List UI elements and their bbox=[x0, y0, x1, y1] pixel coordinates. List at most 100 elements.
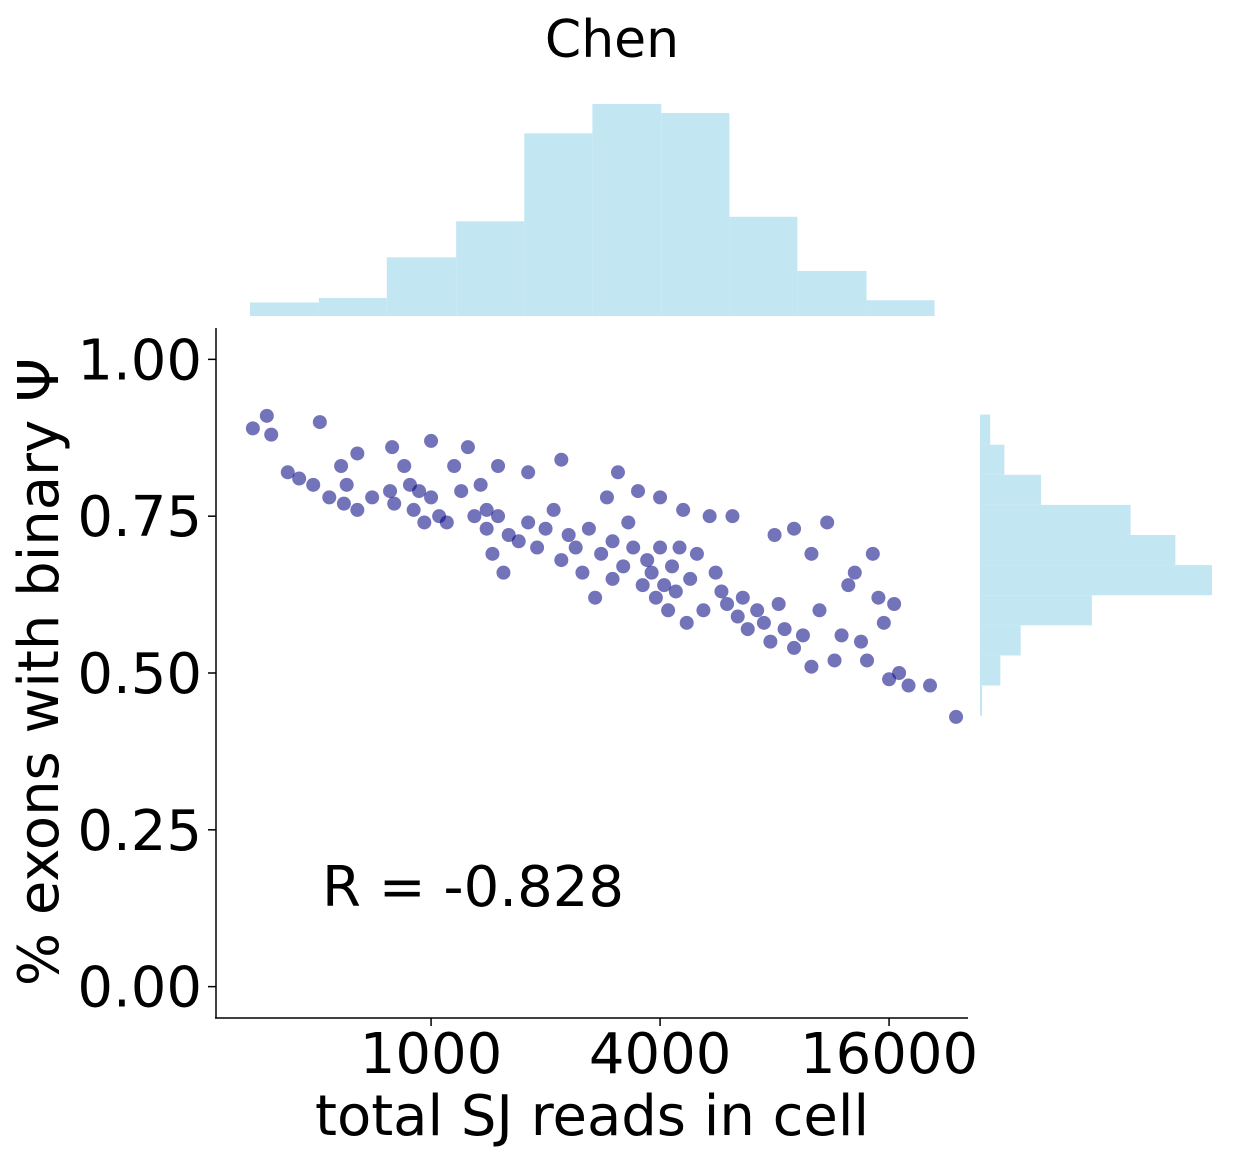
point bbox=[406, 502, 421, 517]
point bbox=[756, 615, 771, 630]
point bbox=[871, 590, 886, 605]
annotation: R = -0.828 bbox=[322, 855, 624, 920]
point bbox=[460, 440, 475, 455]
point bbox=[485, 546, 500, 561]
point bbox=[672, 540, 687, 555]
point bbox=[763, 634, 778, 649]
point bbox=[689, 546, 704, 561]
point bbox=[771, 597, 786, 611]
histogram-bar bbox=[592, 104, 662, 316]
y-tick-label: 0.00 bbox=[77, 956, 202, 1021]
point bbox=[847, 565, 862, 580]
x-tick-label: 1000 bbox=[360, 1022, 503, 1087]
point bbox=[730, 609, 745, 624]
point bbox=[635, 578, 650, 593]
point bbox=[339, 477, 354, 492]
point bbox=[644, 565, 659, 580]
point bbox=[720, 597, 735, 611]
point bbox=[479, 521, 494, 536]
x-axis-label: total SJ reads in cell bbox=[315, 1084, 869, 1149]
point bbox=[804, 659, 819, 674]
point bbox=[306, 477, 321, 492]
point bbox=[334, 459, 349, 473]
point bbox=[653, 540, 668, 555]
point bbox=[439, 515, 454, 530]
point bbox=[834, 628, 849, 643]
histogram-bar bbox=[456, 221, 525, 316]
histogram-bar bbox=[980, 595, 1092, 626]
point bbox=[714, 584, 729, 599]
point bbox=[561, 528, 576, 542]
point bbox=[882, 672, 897, 687]
point bbox=[292, 471, 307, 486]
point bbox=[491, 509, 506, 524]
point bbox=[631, 484, 646, 499]
histogram-bar bbox=[980, 655, 1001, 686]
point bbox=[923, 678, 938, 693]
point bbox=[679, 615, 694, 630]
point bbox=[417, 515, 432, 530]
point bbox=[887, 597, 902, 611]
point bbox=[787, 521, 802, 536]
point bbox=[568, 540, 583, 555]
point bbox=[501, 528, 516, 542]
histogram-bar bbox=[729, 216, 798, 316]
point bbox=[827, 653, 842, 668]
y-tick-label: 1.00 bbox=[77, 328, 202, 393]
point bbox=[621, 515, 636, 530]
point bbox=[387, 496, 402, 511]
point bbox=[322, 490, 337, 505]
point bbox=[777, 622, 792, 637]
point bbox=[605, 534, 620, 549]
point bbox=[708, 565, 723, 580]
point bbox=[491, 459, 506, 473]
histogram-bar bbox=[980, 414, 991, 445]
chart-title: Chen bbox=[545, 10, 679, 70]
histogram-bar bbox=[866, 300, 935, 316]
point bbox=[245, 421, 260, 436]
histogram-bar bbox=[386, 257, 457, 316]
point bbox=[735, 590, 750, 605]
y-tick-label: 0.75 bbox=[77, 485, 202, 550]
point bbox=[657, 578, 672, 593]
point bbox=[546, 502, 561, 517]
point bbox=[259, 408, 274, 423]
point bbox=[841, 578, 856, 593]
point bbox=[365, 490, 380, 505]
point bbox=[554, 553, 569, 568]
point bbox=[616, 559, 631, 574]
histogram-bar bbox=[661, 113, 730, 317]
y-tick-label: 0.25 bbox=[77, 799, 202, 864]
histogram-bar bbox=[980, 444, 1005, 475]
point bbox=[812, 603, 827, 618]
point bbox=[350, 446, 365, 461]
point bbox=[787, 640, 802, 655]
point bbox=[750, 603, 765, 618]
point bbox=[447, 459, 462, 473]
point bbox=[626, 540, 641, 555]
point bbox=[312, 415, 327, 430]
point bbox=[424, 433, 439, 448]
point bbox=[479, 502, 494, 517]
histogram-bar bbox=[980, 685, 983, 716]
point bbox=[264, 427, 279, 442]
point bbox=[702, 509, 717, 524]
point bbox=[538, 521, 553, 536]
point bbox=[383, 484, 398, 499]
point bbox=[554, 452, 569, 467]
point bbox=[740, 622, 755, 637]
point bbox=[385, 440, 400, 455]
point bbox=[949, 709, 964, 724]
histogram-bar bbox=[524, 133, 593, 316]
point bbox=[521, 515, 536, 530]
point bbox=[876, 615, 891, 630]
point bbox=[350, 502, 365, 517]
point bbox=[865, 546, 880, 561]
point bbox=[336, 496, 351, 511]
point bbox=[397, 459, 412, 473]
point bbox=[661, 603, 676, 618]
point bbox=[795, 628, 810, 643]
point bbox=[610, 465, 625, 480]
point bbox=[280, 465, 295, 480]
point bbox=[496, 565, 511, 580]
